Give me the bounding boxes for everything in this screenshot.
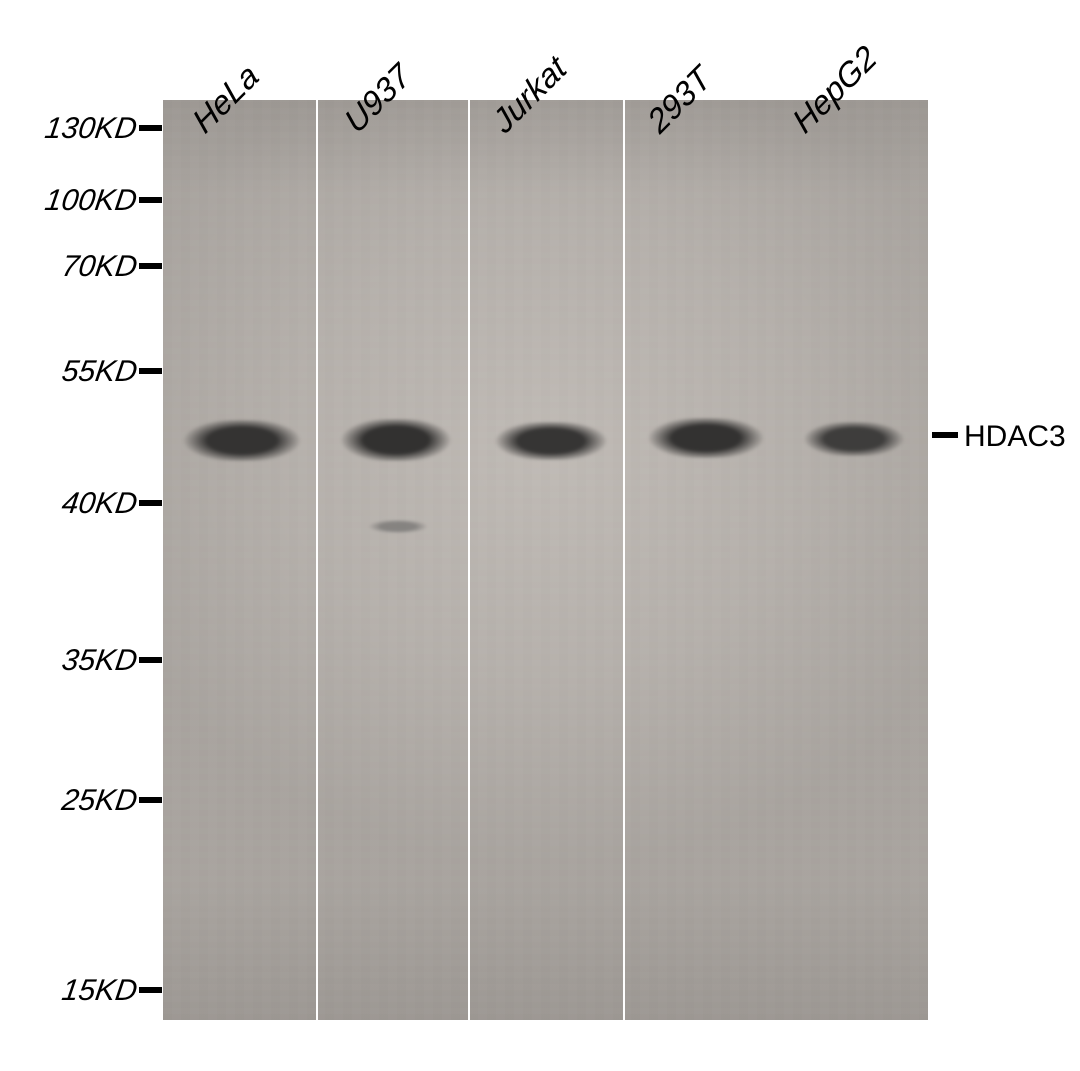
hdac3-band [485,422,617,460]
lane-separator [316,100,318,1020]
hdac3-band [173,420,311,461]
mw-tick [139,263,162,269]
mw-label: 40KD [60,487,140,521]
hdac3-band [795,422,913,456]
mw-label: 25KD [60,784,140,818]
mw-label: 70KD [60,250,140,284]
mw-label: 35KD [60,644,140,678]
mw-tick [139,197,162,203]
mw-tick [139,125,162,131]
mw-label: 55KD [60,355,140,389]
minor-band [363,520,433,533]
mw-label: 15KD [60,974,140,1008]
lane-separator [468,100,470,1020]
mw-label: 100KD [43,184,140,218]
mw-tick [139,797,162,803]
blot-background [163,100,928,1020]
target-tick [932,432,958,438]
hdac3-band [638,418,774,458]
hdac3-band [331,419,461,461]
mw-label: 130KD [43,112,140,146]
mw-tick [139,368,162,374]
mw-tick [139,657,162,663]
lane-separator [623,100,625,1020]
mw-tick [139,500,162,506]
target-label: HDAC3 [964,420,1066,454]
blot-region [163,100,928,1020]
mw-tick [139,987,162,993]
